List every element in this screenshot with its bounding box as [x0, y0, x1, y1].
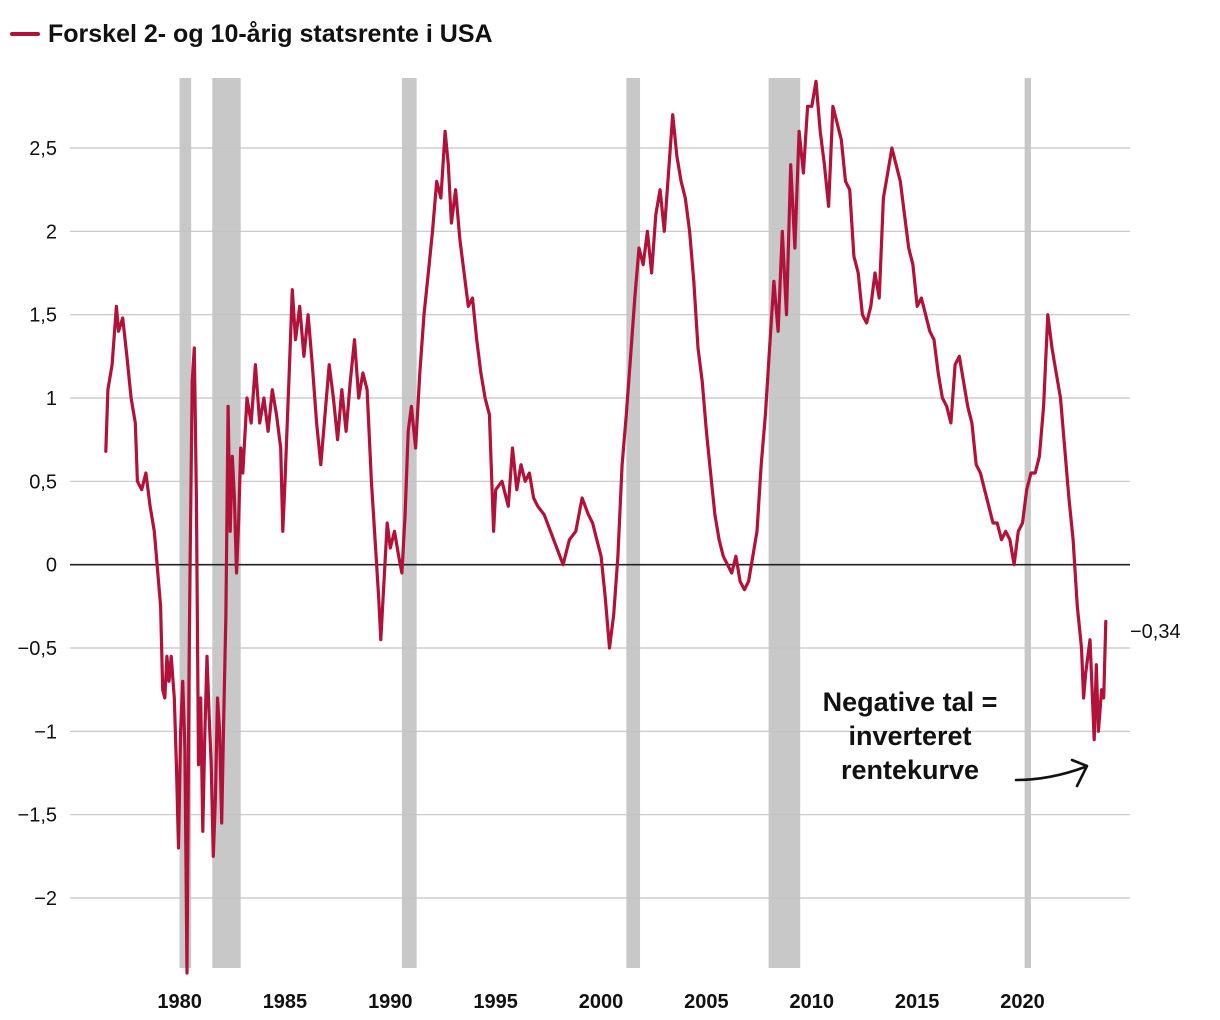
x-tick-label: 2015 [895, 991, 940, 1013]
x-tick-label: 2005 [684, 991, 729, 1013]
annotation: Negative tal = inverteret rentekurve [823, 687, 1089, 788]
legend-label: Forskel 2- og 10-årig statsrente i USA [48, 19, 493, 48]
legend: Forskel 2- og 10-årig statsrente i USA [10, 14, 493, 54]
recession-band-4 [626, 78, 641, 968]
y-tick-label: 1 [46, 388, 57, 410]
x-tick-label: 1980 [157, 991, 202, 1013]
x-tick-label: 1995 [473, 991, 518, 1013]
series-line [104, 79, 1108, 975]
y-tick-label: −1 [34, 721, 57, 743]
y-axis: 2,5 2 1,5 1 0,5 0 −0,5 −1 −1,5 −2 [18, 138, 57, 910]
y-tick-label: 2 [46, 221, 57, 243]
annotation-line-2: inverteret [848, 721, 971, 751]
annotation-line-3: rentekurve [841, 755, 979, 785]
x-tick-label: 2020 [1000, 991, 1045, 1013]
annotation-line-1: Negative tal = [823, 687, 998, 717]
end-value-label: −0,34 [1130, 621, 1181, 643]
x-tick-label: 1990 [368, 991, 413, 1013]
x-tick-label: 2010 [790, 991, 835, 1013]
recession-band-3 [401, 78, 417, 968]
recession-band-6 [1024, 78, 1031, 968]
y-tick-label: −1,5 [18, 805, 57, 827]
x-tick-label: 2000 [579, 991, 624, 1013]
y-tick-label: 1,5 [29, 305, 57, 327]
y-tick-label: −0,5 [18, 638, 57, 660]
x-tick-label: 1985 [263, 991, 308, 1013]
y-tick-label: −2 [34, 888, 57, 910]
y-tick-label: 0,5 [29, 471, 57, 493]
annotation-arrowhead-icon [1070, 758, 1089, 788]
annotation-arrow-icon [1014, 765, 1087, 782]
series-layer [104, 79, 1108, 975]
y-tick-label: 0 [46, 555, 57, 577]
recession-band-1 [179, 78, 192, 968]
y-tick-label: 2,5 [29, 138, 57, 160]
legend-swatch [10, 32, 40, 36]
x-axis: 1980 1985 1990 1995 2000 2005 2010 2015 2020 [157, 991, 1044, 1013]
